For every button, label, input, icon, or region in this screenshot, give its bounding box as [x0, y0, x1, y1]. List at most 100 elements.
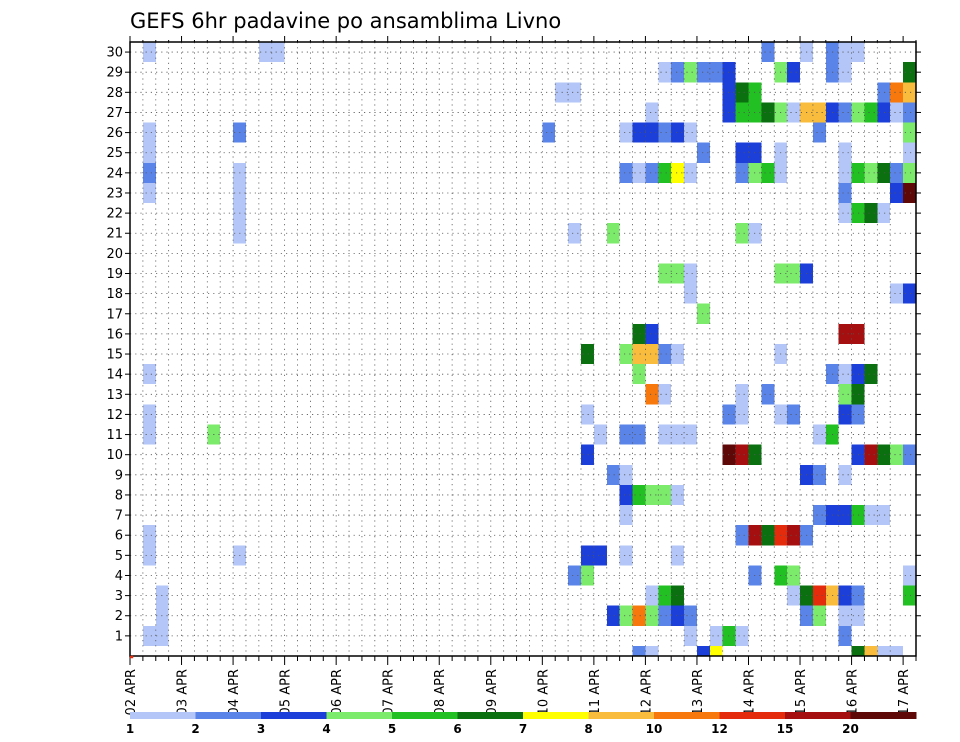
heatmap-cell: [580, 545, 594, 566]
y-tick-label: 26: [106, 126, 123, 141]
heatmap-cell: [696, 62, 710, 83]
heatmap-cell: [851, 645, 865, 656]
heatmap-cell: [645, 645, 659, 656]
heatmap-cell: [709, 645, 723, 656]
heatmap-cell: [812, 102, 826, 123]
y-tick-label: 28: [106, 86, 123, 101]
y-tick-label: 10: [106, 448, 123, 463]
heatmap-cell: [684, 424, 697, 445]
legend-swatch: [523, 712, 589, 719]
heatmap-cell: [684, 625, 697, 646]
heatmap-cell: [568, 82, 581, 103]
heatmap-cell: [735, 384, 749, 405]
y-tick-label: 22: [106, 207, 123, 222]
y-tick-label: 5: [115, 549, 123, 564]
heatmap-cell: [684, 605, 697, 626]
heatmap-cell: [838, 585, 852, 606]
heatmap-cell: [838, 364, 852, 385]
heatmap-cell: [658, 424, 672, 445]
heatmap-cell: [838, 203, 852, 224]
heatmap-cell: [632, 645, 646, 656]
heatmap-cell: [142, 122, 156, 143]
y-tick-label: 17: [106, 307, 123, 322]
chart-title: GEFS 6hr padavine po ansamblima Livno: [130, 9, 561, 33]
y-tick-label: 1: [115, 629, 123, 644]
heatmap-cell: [903, 585, 916, 606]
heatmap-cell: [606, 223, 620, 244]
heatmap-cell: [890, 162, 904, 183]
heatmap-cell: [684, 263, 697, 284]
y-tick-label: 2: [115, 609, 123, 624]
heatmap-cell: [619, 122, 633, 143]
heatmap-cell: [903, 122, 916, 143]
x-tick-label: 03 APR: [176, 669, 191, 715]
legend-label: 4: [322, 722, 330, 736]
heatmap-cell: [658, 605, 672, 626]
x-tick-label: 14 APR: [742, 669, 757, 715]
heatmap-cell: [735, 625, 749, 646]
heatmap-cell: [787, 62, 801, 83]
y-tick-label: 18: [106, 287, 123, 302]
y-tick-label: 15: [106, 348, 123, 363]
heatmap-cell: [142, 404, 156, 425]
heatmap-cell: [877, 82, 891, 103]
heatmap-cell: [593, 545, 607, 566]
heatmap-cell: [684, 62, 697, 83]
heatmap-cell: [890, 283, 904, 304]
heatmap-cell: [658, 343, 672, 365]
heatmap-cell: [890, 444, 904, 465]
heatmap-cell: [761, 42, 775, 63]
heatmap-cell: [838, 42, 852, 63]
heatmap-cell: [658, 162, 672, 183]
heatmap-cell: [890, 645, 904, 656]
legend-swatch: [326, 712, 393, 719]
heatmap-cell: [671, 424, 685, 445]
heatmap-cell: [658, 62, 672, 83]
heatmap-cell: [142, 182, 156, 204]
x-tick-label: 13 APR: [691, 669, 706, 715]
x-tick-label: 11 APR: [588, 669, 603, 715]
heatmap-cell: [864, 364, 878, 385]
heatmap-cell: [877, 102, 891, 123]
heatmap-cell: [787, 525, 801, 546]
legend-label: 1: [126, 722, 134, 736]
heatmap-cell: [735, 82, 749, 103]
heatmap-cell: [890, 102, 904, 123]
heatmap-cell: [735, 223, 749, 244]
heatmap-cell: [890, 182, 904, 204]
heatmap-cell: [619, 162, 633, 183]
heatmap-cell: [568, 565, 581, 586]
y-tick-label: 19: [106, 267, 123, 282]
heatmap-cell: [787, 585, 801, 606]
heatmap-cell: [877, 645, 891, 656]
heatmap-cell: [645, 102, 659, 123]
heatmap-cell: [671, 343, 685, 365]
legend-swatch: [392, 712, 458, 719]
legend-label: 2: [191, 722, 199, 736]
legend-label: 15: [777, 722, 794, 736]
y-tick-label: 29: [106, 66, 123, 81]
y-tick-label: 11: [106, 428, 123, 443]
plot-frame: [129, 41, 917, 657]
heatmap-cell: [645, 585, 659, 606]
heatmap-cell: [903, 182, 916, 204]
heatmap-cell: [632, 122, 646, 143]
heatmap-cell: [684, 283, 697, 304]
heatmap-cell: [658, 384, 672, 405]
heatmap-cell: [903, 62, 916, 83]
y-tick-label: 4: [115, 569, 123, 584]
heatmap-cell: [735, 162, 749, 183]
x-tick-label: 16 APR: [846, 669, 861, 715]
heatmap-cell: [580, 404, 594, 425]
heatmap-cell: [580, 343, 594, 365]
heatmap-cell: [838, 505, 852, 526]
heatmap-cell: [838, 62, 852, 83]
heatmap-cell: [838, 625, 852, 646]
legend-swatch: [654, 712, 720, 719]
heatmap-cell: [812, 585, 826, 606]
heatmap-cell: [761, 384, 775, 405]
grid-lines: [130, 42, 916, 656]
y-tick-label: 12: [106, 408, 123, 423]
heatmap-cell: [671, 162, 685, 183]
